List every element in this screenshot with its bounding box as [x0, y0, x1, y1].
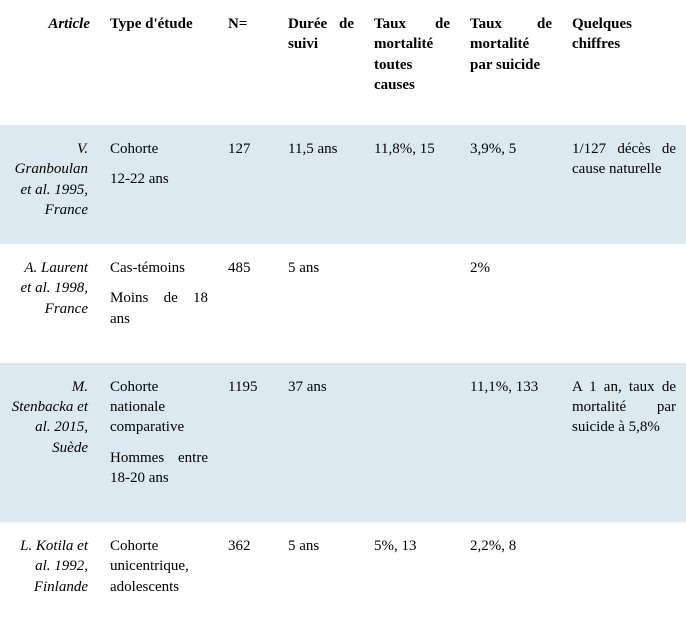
cell-toutes — [364, 244, 460, 363]
col-header-article: Article — [0, 0, 100, 125]
col-header-duree: Durée de suivi — [278, 0, 364, 125]
cell-chiffres: A 1 an, taux de mortalité par suicide à … — [562, 363, 686, 522]
cell-chiffres — [562, 244, 686, 363]
cell-duree: 11,5 ans — [278, 125, 364, 244]
cell-suicide: 11,1%, 133 — [460, 363, 562, 522]
col-header-suicide: Taux de mortalité par suicide — [460, 0, 562, 125]
cell-article: M. Stenbacka et al. 2015, Suède — [0, 363, 100, 522]
cell-suicide: 2,2%, 8 — [460, 522, 562, 621]
table-row: V. Granboulan et al. 1995, France Cohort… — [0, 125, 686, 244]
studies-table: Article Type d'étude N= Durée de suivi T… — [0, 0, 686, 621]
cell-article: L. Kotila et al. 1992, Finlande — [0, 522, 100, 621]
table-row: A. Laurent et al. 1998, France Cas-témoi… — [0, 244, 686, 363]
cell-type: Cohorte unicentrique, adolescents — [100, 522, 218, 621]
cell-n: 1195 — [218, 363, 278, 522]
cell-toutes: 5%, 13 — [364, 522, 460, 621]
cell-type: Cohorte nationale comparativeHommes entr… — [100, 363, 218, 522]
cell-toutes: 11,8%, 15 — [364, 125, 460, 244]
cell-duree: 37 ans — [278, 363, 364, 522]
col-header-toutes: Taux de mortalité toutes causes — [364, 0, 460, 125]
table-body: V. Granboulan et al. 1995, France Cohort… — [0, 125, 686, 621]
cell-toutes — [364, 363, 460, 522]
table-row: L. Kotila et al. 1992, Finlande Cohorte … — [0, 522, 686, 621]
col-header-n: N= — [218, 0, 278, 125]
cell-suicide: 2% — [460, 244, 562, 363]
cell-type: Cas-témoinsMoins de 18 ans — [100, 244, 218, 363]
cell-suicide: 3,9%, 5 — [460, 125, 562, 244]
cell-duree: 5 ans — [278, 522, 364, 621]
cell-article: V. Granboulan et al. 1995, France — [0, 125, 100, 244]
cell-chiffres: 1/127 décès de cause naturelle — [562, 125, 686, 244]
cell-n: 127 — [218, 125, 278, 244]
col-header-chiffres: Quelques chiffres — [562, 0, 686, 125]
cell-chiffres — [562, 522, 686, 621]
table-row: M. Stenbacka et al. 2015, Suède Cohorte … — [0, 363, 686, 522]
cell-duree: 5 ans — [278, 244, 364, 363]
cell-type: Cohorte12-22 ans — [100, 125, 218, 244]
cell-n: 485 — [218, 244, 278, 363]
cell-n: 362 — [218, 522, 278, 621]
table-header-row: Article Type d'étude N= Durée de suivi T… — [0, 0, 686, 125]
cell-article: A. Laurent et al. 1998, France — [0, 244, 100, 363]
col-header-type: Type d'étude — [100, 0, 218, 125]
